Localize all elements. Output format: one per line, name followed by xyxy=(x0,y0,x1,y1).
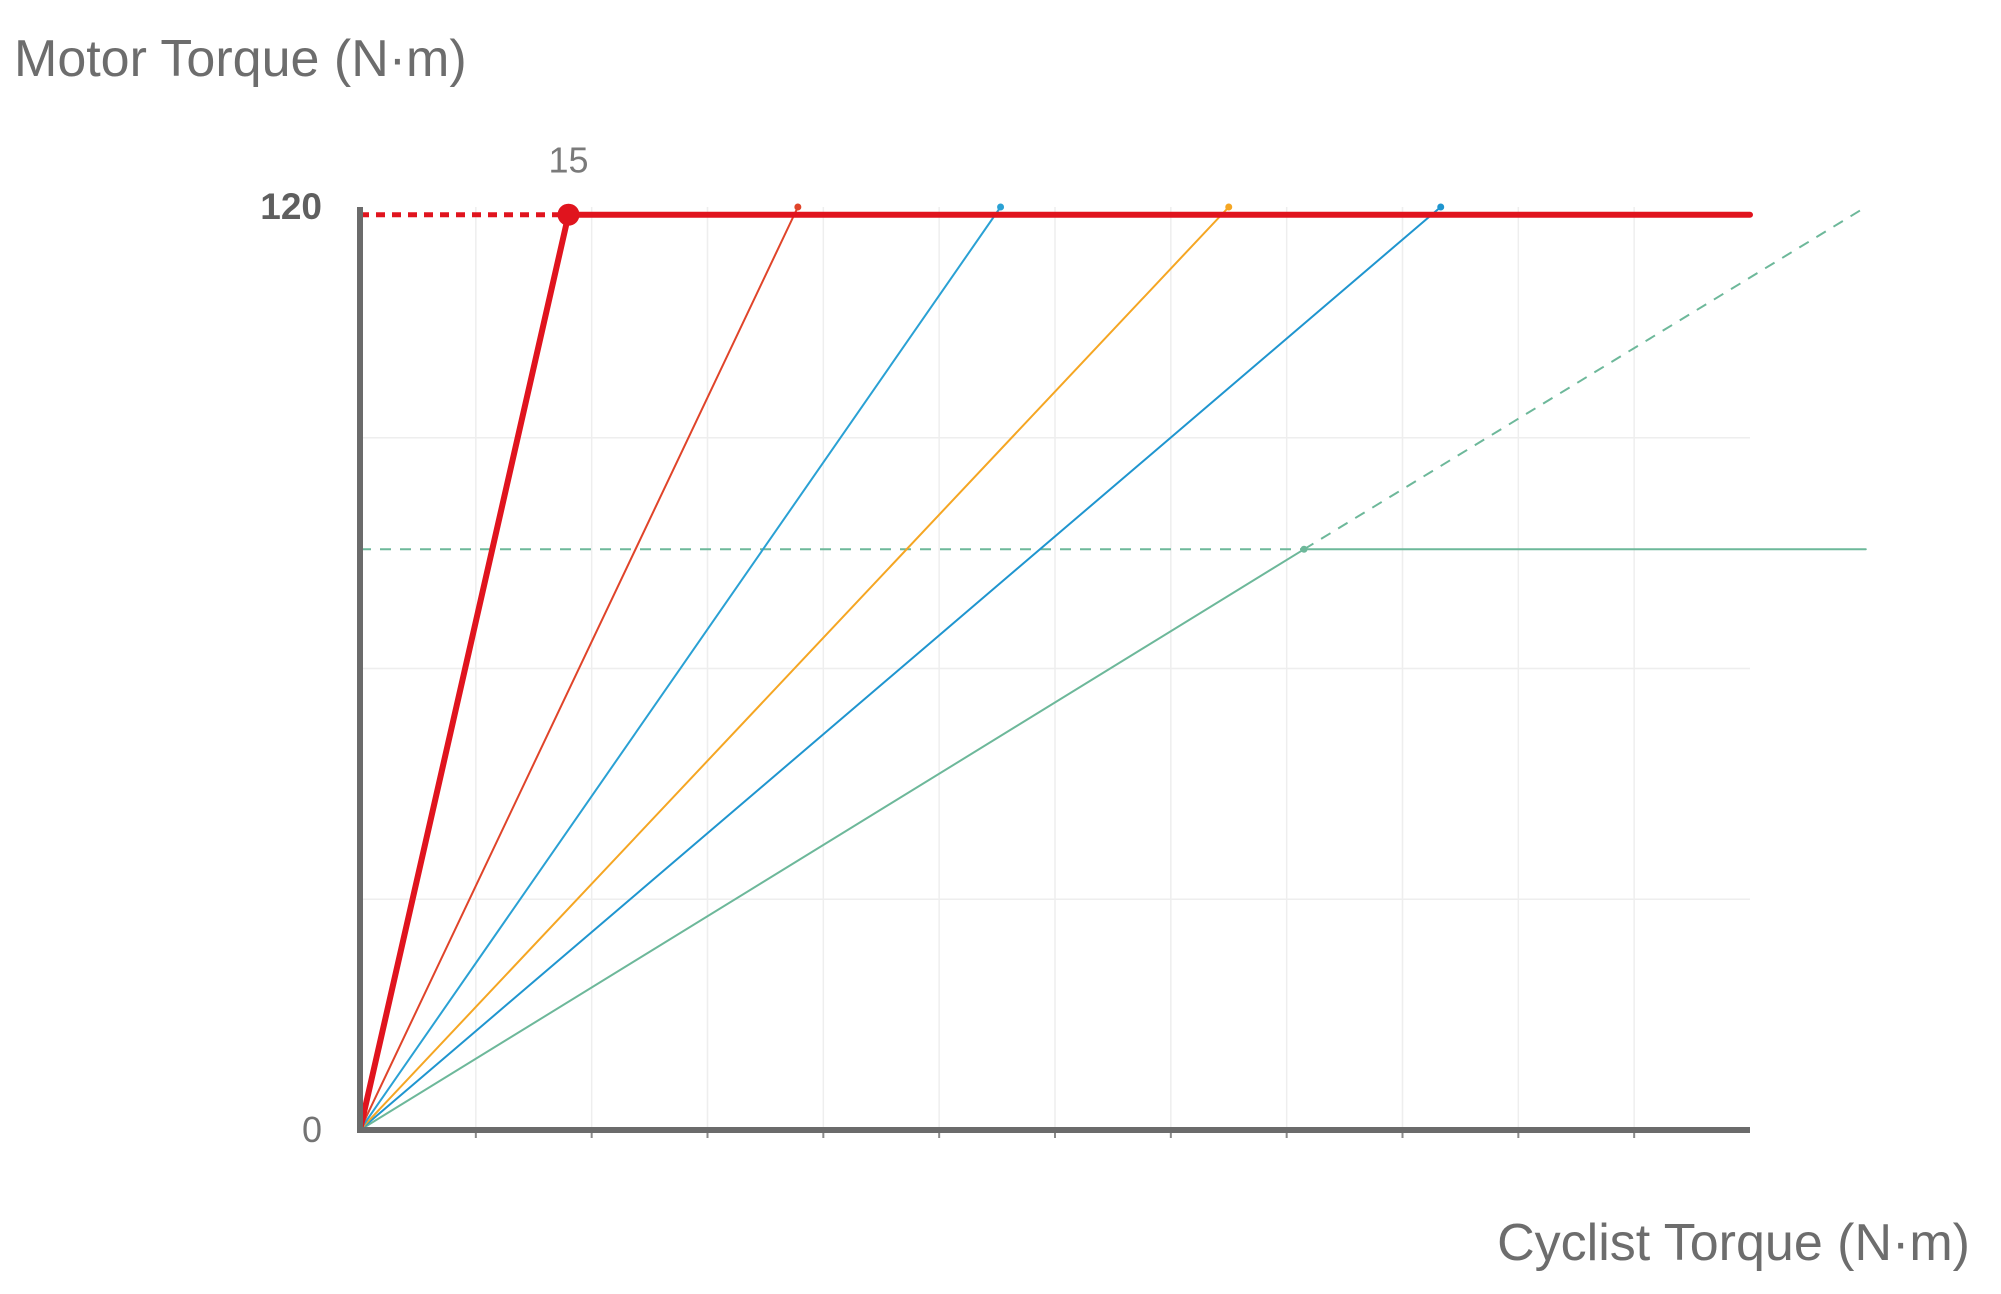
grid-lines xyxy=(360,207,1750,1138)
assist-blue-dark-marker xyxy=(1437,204,1444,211)
torque-assist-chart: 15 0 120 Motor Torque (N·m) Cyclist Torqu… xyxy=(0,0,2001,1294)
y-axis-title: Motor Torque (N·m) xyxy=(14,30,467,88)
series-markers: 15 xyxy=(548,140,1444,553)
tick-labels: 0 120 xyxy=(260,186,322,1150)
axes xyxy=(357,207,1750,1133)
assist-orange-marker xyxy=(1225,204,1232,211)
y-tick-label: 120 xyxy=(260,186,322,227)
assist-max-red-marker xyxy=(558,204,580,226)
y-tick-label: 0 xyxy=(302,1109,322,1150)
assist-red-orange-marker xyxy=(794,204,801,211)
assist-max-red-marker-label: 15 xyxy=(548,140,588,181)
x-axis-title: Cyclist Torque (N·m) xyxy=(1497,1214,1970,1272)
assist-blue-marker xyxy=(997,204,1004,211)
assist-green-extension-line xyxy=(1304,207,1866,549)
assist-green-marker xyxy=(1301,546,1308,553)
assist-green-line xyxy=(360,549,1866,1130)
